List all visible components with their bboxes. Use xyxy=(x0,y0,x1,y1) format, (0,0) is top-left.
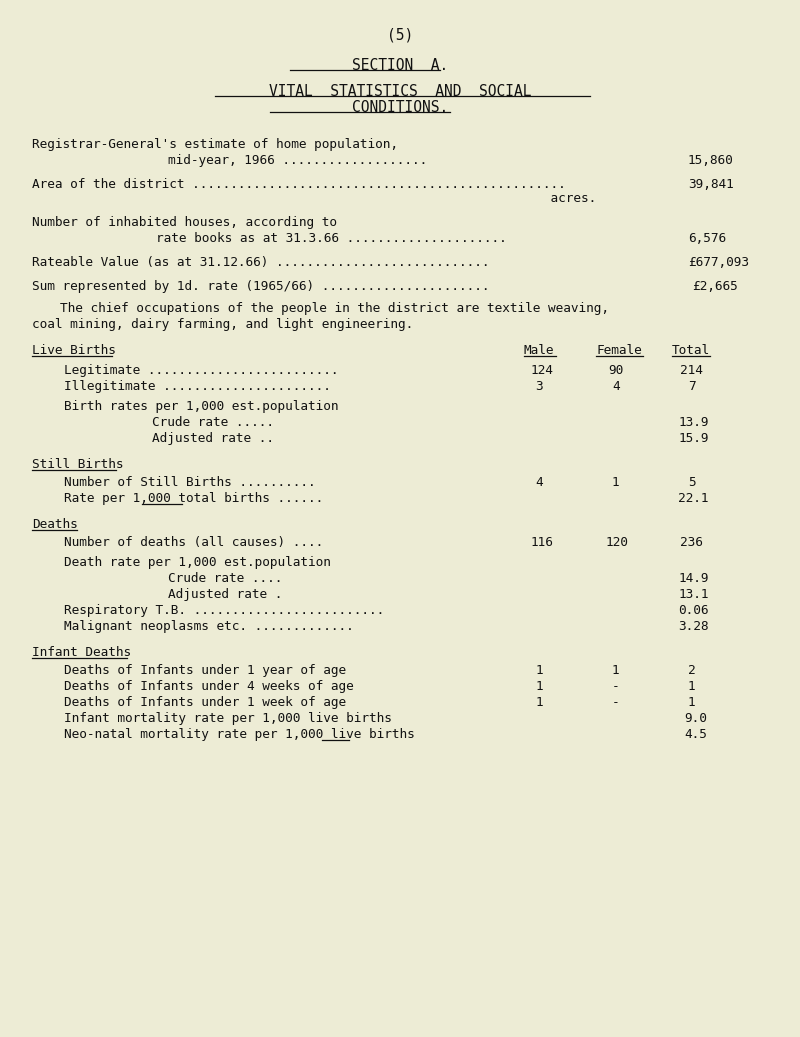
Text: Deaths of Infants under 1 year of age: Deaths of Infants under 1 year of age xyxy=(64,664,346,677)
Text: Infant mortality rate per 1,000 live births: Infant mortality rate per 1,000 live bir… xyxy=(64,712,392,725)
Text: 4.5: 4.5 xyxy=(684,728,707,741)
Text: 1: 1 xyxy=(535,696,543,709)
Text: Legitimate .........................: Legitimate ......................... xyxy=(64,364,338,377)
Text: Rateable Value (as at 31.12.66) ............................: Rateable Value (as at 31.12.66) ........… xyxy=(32,256,490,269)
Text: VITAL  STATISTICS  AND  SOCIAL: VITAL STATISTICS AND SOCIAL xyxy=(269,84,531,99)
Text: (5): (5) xyxy=(387,28,413,43)
Text: 1: 1 xyxy=(688,696,696,709)
Text: Adjusted rate ..: Adjusted rate .. xyxy=(152,432,274,445)
Text: 0.06: 0.06 xyxy=(678,604,709,617)
Text: 15.9: 15.9 xyxy=(678,432,709,445)
Text: 15,860: 15,860 xyxy=(688,155,734,167)
Text: Female: Female xyxy=(596,344,642,357)
Text: Adjusted rate .: Adjusted rate . xyxy=(168,588,282,601)
Text: 236: 236 xyxy=(680,536,703,549)
Text: Number of inhabited houses, according to: Number of inhabited houses, according to xyxy=(32,216,337,229)
Text: Illegitimate ......................: Illegitimate ...................... xyxy=(64,380,331,393)
Text: 14.9: 14.9 xyxy=(678,572,709,585)
Text: acres.: acres. xyxy=(32,192,596,205)
Text: 4: 4 xyxy=(535,476,543,489)
Text: 116: 116 xyxy=(530,536,554,549)
Text: 13.9: 13.9 xyxy=(678,416,709,429)
Text: Death rate per 1,000 est.population: Death rate per 1,000 est.population xyxy=(64,556,331,569)
Text: 7: 7 xyxy=(688,380,696,393)
Text: Registrar-General's estimate of home population,: Registrar-General's estimate of home pop… xyxy=(32,138,398,151)
Text: 120: 120 xyxy=(606,536,629,549)
Text: Respiratory T.B. .........................: Respiratory T.B. .......................… xyxy=(64,604,384,617)
Text: 2: 2 xyxy=(688,664,696,677)
Text: Number of deaths (all causes) ....: Number of deaths (all causes) .... xyxy=(64,536,323,549)
Text: Male: Male xyxy=(524,344,554,357)
Text: Rate per 1,000 total births ......: Rate per 1,000 total births ...... xyxy=(64,492,323,505)
Text: 1: 1 xyxy=(612,476,620,489)
Text: Number of Still Births ..........: Number of Still Births .......... xyxy=(64,476,316,489)
Text: SECTION  A.: SECTION A. xyxy=(352,58,448,73)
Text: 214: 214 xyxy=(680,364,703,377)
Text: Live Births: Live Births xyxy=(32,344,116,357)
Text: Neo-natal mortality rate per 1,000 live births: Neo-natal mortality rate per 1,000 live … xyxy=(64,728,414,741)
Text: Crude rate .....: Crude rate ..... xyxy=(152,416,274,429)
Text: 39,841: 39,841 xyxy=(688,178,734,191)
Text: mid-year, 1966 ...................: mid-year, 1966 ................... xyxy=(168,155,427,167)
Text: 22.1: 22.1 xyxy=(678,492,709,505)
Text: CONDITIONS.: CONDITIONS. xyxy=(352,100,448,115)
Text: Malignant neoplasms etc. .............: Malignant neoplasms etc. ............. xyxy=(64,620,354,633)
Text: Crude rate ....: Crude rate .... xyxy=(168,572,282,585)
Text: -: - xyxy=(612,696,620,709)
Text: The chief occupations of the people in the district are textile weaving,: The chief occupations of the people in t… xyxy=(60,302,609,315)
Text: Deaths of Infants under 1 week of age: Deaths of Infants under 1 week of age xyxy=(64,696,346,709)
Text: 4: 4 xyxy=(612,380,620,393)
Text: 13.1: 13.1 xyxy=(678,588,709,601)
Text: 124: 124 xyxy=(530,364,554,377)
Text: 3: 3 xyxy=(535,380,543,393)
Text: 5: 5 xyxy=(688,476,696,489)
Text: Birth rates per 1,000 est.population: Birth rates per 1,000 est.population xyxy=(64,400,338,413)
Text: rate books as at 31.3.66 .....................: rate books as at 31.3.66 ...............… xyxy=(156,232,506,245)
Text: Total: Total xyxy=(672,344,710,357)
Text: £2,665: £2,665 xyxy=(692,280,738,293)
Text: Sum represented by 1d. rate (1965/66) ......................: Sum represented by 1d. rate (1965/66) ..… xyxy=(32,280,490,293)
Text: 1: 1 xyxy=(612,664,620,677)
Text: coal mining, dairy farming, and light engineering.: coal mining, dairy farming, and light en… xyxy=(32,318,414,331)
Text: 90: 90 xyxy=(608,364,623,377)
Text: 1: 1 xyxy=(535,664,543,677)
Text: 6,576: 6,576 xyxy=(688,232,726,245)
Text: Infant Deaths: Infant Deaths xyxy=(32,646,131,658)
Text: Still Births: Still Births xyxy=(32,458,123,471)
Text: 1: 1 xyxy=(688,680,696,693)
Text: -: - xyxy=(612,680,620,693)
Text: Deaths of Infants under 4 weeks of age: Deaths of Infants under 4 weeks of age xyxy=(64,680,354,693)
Text: £677,093: £677,093 xyxy=(688,256,749,269)
Text: Area of the district .................................................: Area of the district ...................… xyxy=(32,178,566,191)
Text: 9.0: 9.0 xyxy=(684,712,707,725)
Text: 1: 1 xyxy=(535,680,543,693)
Text: 3.28: 3.28 xyxy=(678,620,709,633)
Text: Deaths: Deaths xyxy=(32,518,78,531)
